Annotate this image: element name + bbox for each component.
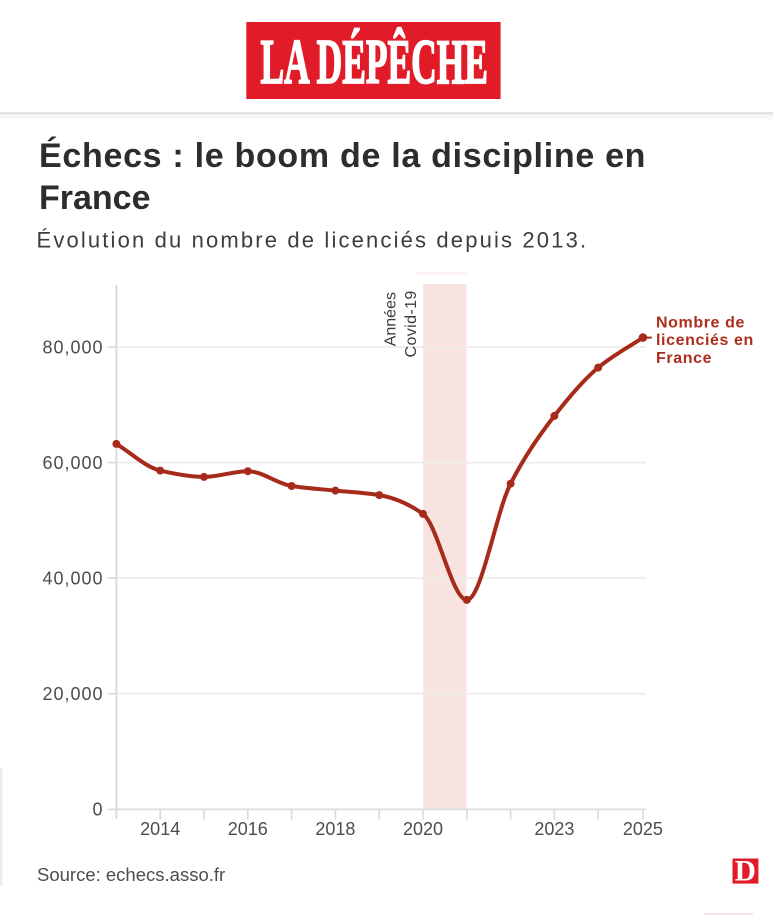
svg-text:France: France <box>39 179 151 217</box>
svg-text:2020: 2020 <box>403 819 443 839</box>
svg-text:LA DÉPÊCHE: LA DÉPÊCHE <box>260 27 488 97</box>
svg-text:Source: echecs.asso.fr: Source: echecs.asso.fr <box>37 864 225 885</box>
svg-text:Évolution du nombre de licenci: Évolution du nombre de licenciés depuis … <box>37 228 589 253</box>
svg-text:D: D <box>735 856 756 888</box>
svg-text:2023: 2023 <box>534 819 574 839</box>
svg-text:Années: Années <box>382 292 399 346</box>
svg-text:2016: 2016 <box>228 819 268 839</box>
svg-text:2014: 2014 <box>140 819 180 839</box>
svg-text:Covid-19: Covid-19 <box>403 290 420 357</box>
svg-text:40,000: 40,000 <box>42 569 103 589</box>
svg-text:20,000: 20,000 <box>42 684 103 704</box>
svg-text:80,000: 80,000 <box>42 338 103 358</box>
svg-text:60,000: 60,000 <box>42 453 103 473</box>
svg-text:2018: 2018 <box>315 819 355 839</box>
svg-text:France: France <box>656 350 712 367</box>
svg-text:2025: 2025 <box>623 819 663 839</box>
svg-text:0: 0 <box>92 800 103 820</box>
svg-text:Nombre de: Nombre de <box>656 315 745 332</box>
svg-text:licenciés en: licenciés en <box>656 332 754 349</box>
svg-text:Échecs : le boom de la discipl: Échecs : le boom de la discipline en <box>39 137 646 175</box>
